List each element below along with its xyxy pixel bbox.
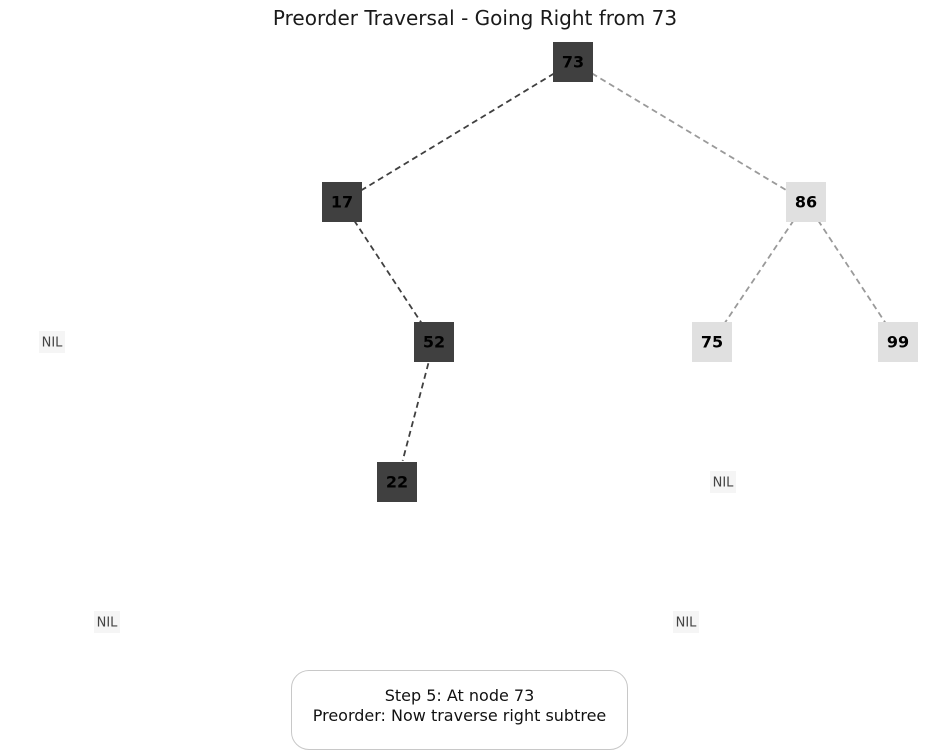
node-label: 75 bbox=[701, 333, 723, 352]
nil-node-nil1: NIL bbox=[39, 331, 65, 353]
nil-node-nil3: NIL bbox=[94, 611, 120, 633]
tree-node-n17: 17 bbox=[322, 182, 362, 222]
step-caption: Step 5: At node 73 Preorder: Now travers… bbox=[291, 670, 628, 750]
node-label: NIL bbox=[713, 476, 735, 491]
nil-node-nil2: NIL bbox=[710, 471, 736, 493]
step-caption-line2: Preorder: Now traverse right subtree bbox=[312, 706, 607, 725]
edge-n17-n52 bbox=[353, 219, 423, 325]
nil-node-nil4: NIL bbox=[673, 611, 699, 633]
tree-node-n52: 52 bbox=[414, 322, 454, 362]
node-label: 99 bbox=[887, 333, 909, 352]
tree-node-n73: 73 bbox=[553, 42, 593, 82]
tree-node-n86: 86 bbox=[786, 182, 826, 222]
edge-n86-n75 bbox=[723, 219, 795, 325]
node-label: NIL bbox=[676, 616, 698, 631]
node-label: 17 bbox=[331, 193, 353, 212]
node-label: 52 bbox=[423, 333, 445, 352]
tree-node-n22: 22 bbox=[377, 462, 417, 502]
tree-node-n75: 75 bbox=[692, 322, 732, 362]
node-label: 86 bbox=[795, 193, 817, 212]
edge-n86-n99 bbox=[817, 219, 887, 325]
edge-n73-n86 bbox=[591, 72, 788, 192]
step-caption-line1: Step 5: At node 73 bbox=[384, 686, 535, 705]
edge-n73-n17 bbox=[360, 72, 555, 192]
diagram-title: Preorder Traversal - Going Right from 73 bbox=[272, 6, 678, 30]
tree-node-n99: 99 bbox=[878, 322, 918, 362]
node-label: 22 bbox=[386, 473, 408, 492]
node-label: 73 bbox=[562, 53, 584, 72]
edge-n52-n22 bbox=[401, 363, 430, 461]
node-label: NIL bbox=[42, 336, 64, 351]
node-label: NIL bbox=[97, 616, 119, 631]
